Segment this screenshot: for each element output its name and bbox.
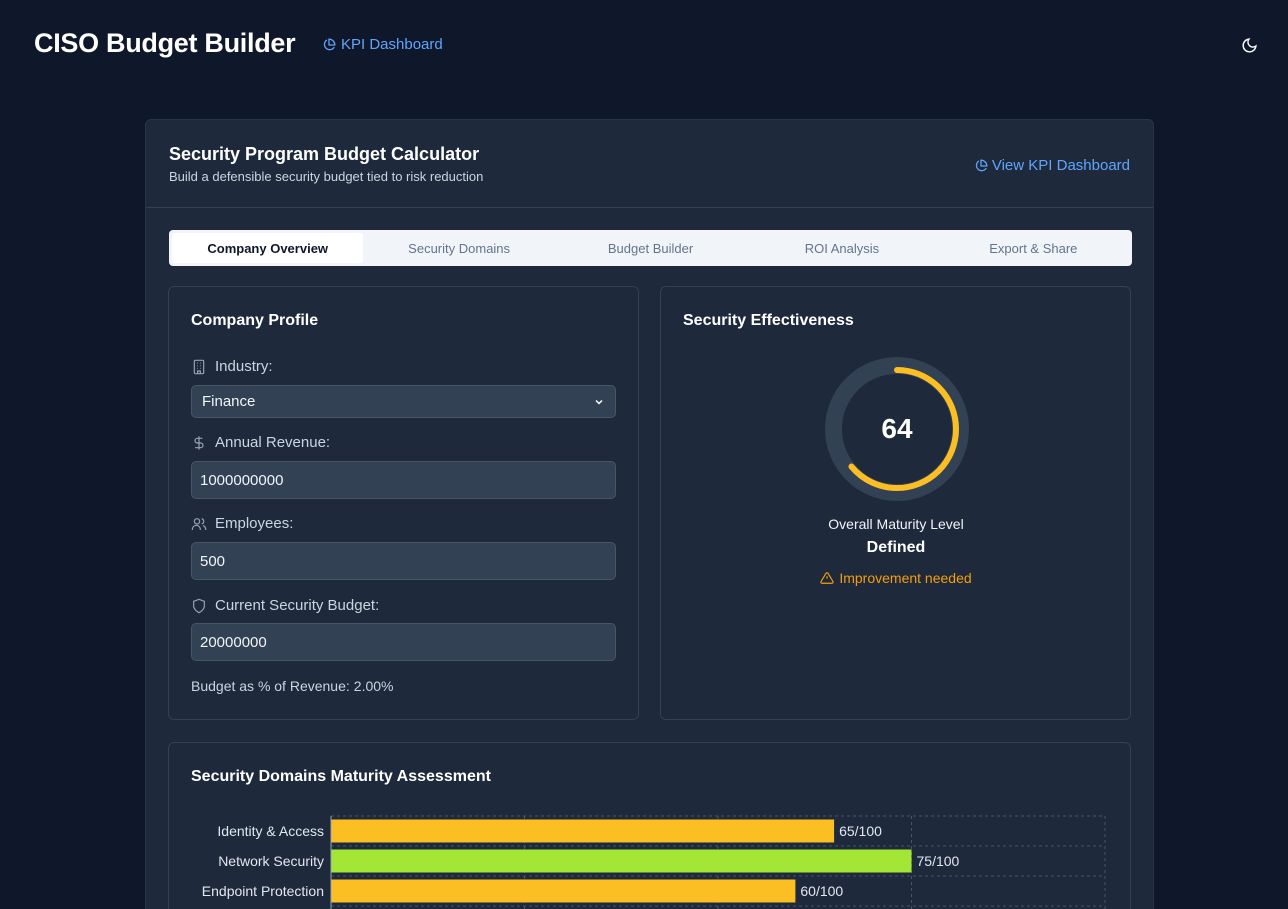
tab-security-domains[interactable]: Security Domains: [408, 240, 511, 256]
security-effectiveness-panel: Security Effectiveness 64 Overall Maturi…: [660, 286, 1131, 720]
maturity-bar: [331, 879, 796, 903]
category-label: Identity & Access: [217, 823, 324, 839]
view-kpi-dashboard-label: View KPI Dashboard: [991, 157, 1130, 174]
category-label: Network Security: [218, 853, 324, 869]
card-subtitle: Build a defensible security budget tied …: [169, 169, 484, 184]
maturity-level-label: Overall Maturity Level: [828, 516, 964, 532]
improvement-status-text: Improvement needed: [839, 570, 972, 586]
security-effectiveness-title: Security Effectiveness: [683, 312, 854, 329]
tab-bar: Company Overview Security Domains Budget…: [169, 230, 1132, 266]
industry-select[interactable]: Finance: [191, 385, 616, 418]
bar-value-label: 75/100: [917, 853, 960, 869]
gauge-inner: [842, 374, 952, 484]
industry-label: Industry:: [191, 358, 273, 375]
shield-icon: [193, 598, 205, 613]
app-title: CISO Budget Builder: [34, 28, 296, 58]
chevron-down-icon: [595, 399, 603, 405]
company-profile-title: Company Profile: [191, 312, 319, 329]
bar-value-label: 60/100: [800, 883, 843, 899]
dollar-icon: [194, 435, 204, 450]
effectiveness-score: 64: [881, 413, 913, 444]
maturity-bar: [331, 849, 912, 873]
company-profile-panel: Company Profile Industry: Finance Annual…: [168, 286, 639, 720]
tab-budget-builder[interactable]: Budget Builder: [607, 240, 694, 256]
budget-revenue-ratio: Budget as % of Revenue: 2.00%: [191, 678, 393, 694]
maturity-bar: [331, 819, 835, 843]
category-label: Endpoint Protection: [202, 883, 324, 899]
kpi-dashboard-link[interactable]: KPI Dashboard: [322, 36, 443, 53]
top-bar: CISO Budget Builder KPI Dashboard: [0, 0, 1288, 90]
users-icon: [191, 517, 207, 530]
ratio-label: Budget as % of Revenue:: [191, 678, 350, 694]
kpi-dashboard-link-label: KPI Dashboard: [341, 36, 443, 53]
maturity-level-value: Defined: [866, 539, 926, 556]
bar-value-label: 65/100: [839, 823, 882, 839]
view-kpi-dashboard-link[interactable]: View KPI Dashboard: [974, 157, 1130, 174]
employees-label: Employees:: [191, 515, 293, 532]
effectiveness-gauge: 64: [823, 355, 971, 503]
warning-icon: [820, 572, 835, 584]
pie-chart-icon: [975, 159, 988, 171]
annual-revenue-label: Annual Revenue:: [191, 434, 330, 451]
annual-revenue-input[interactable]: 1000000000: [191, 461, 616, 499]
building-icon: [193, 359, 205, 374]
domains-maturity-title: Security Domains Maturity Assessment: [191, 768, 491, 785]
ratio-value: 2.00%: [353, 678, 394, 694]
improvement-status: Improvement needed: [661, 570, 1131, 586]
card-title: Security Program Budget Calculator: [169, 144, 480, 164]
current-security-budget-input[interactable]: 20000000: [191, 623, 616, 661]
maturity-bar-chart: Identity & Access 65/100 Network Security 7…: [202, 815, 1106, 909]
gauge-fill-arc: [835, 367, 959, 491]
tab-roi-analysis[interactable]: ROI Analysis: [804, 240, 880, 256]
theme-toggle-button[interactable]: [1238, 34, 1260, 56]
employees-input[interactable]: 500: [191, 542, 616, 580]
gauge-track: [825, 357, 969, 501]
card-header: Security Program Budget Calculator Build…: [146, 120, 1153, 208]
domains-maturity-panel: Security Domains Maturity Assessment Ide…: [168, 742, 1131, 909]
moon-icon: [1242, 37, 1257, 52]
current-security-budget-label: Current Security Budget:: [191, 597, 379, 614]
industry-selected-value: Finance: [202, 393, 256, 410]
tab-company-overview[interactable]: Company Overview: [172, 233, 364, 263]
tab-export-share[interactable]: Export & Share: [989, 240, 1078, 256]
pie-chart-icon: [323, 38, 336, 50]
